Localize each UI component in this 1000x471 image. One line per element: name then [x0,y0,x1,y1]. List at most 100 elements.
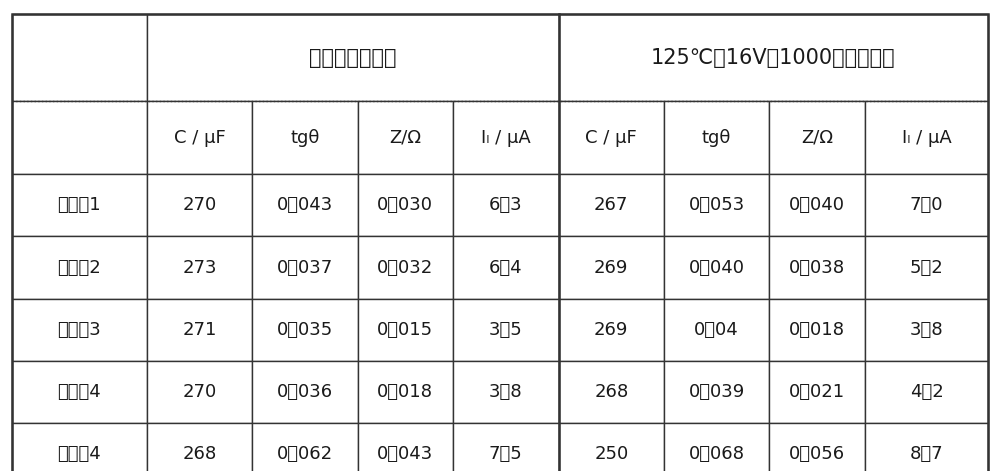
Bar [865,101,988,174]
Text: 3．5: 3．5 [489,321,523,339]
Text: 0．036: 0．036 [277,383,333,401]
Text: Iₗ / μA: Iₗ / μA [481,129,531,147]
Bar [252,101,358,174]
Bar [559,101,664,174]
Text: Iₗ / μA: Iₗ / μA [902,129,951,147]
Text: 125℃，16V，1000小时后性能: 125℃，16V，1000小时后性能 [651,48,896,68]
Bar [559,174,664,236]
Text: 0．043: 0．043 [377,445,433,463]
Bar [453,174,559,236]
Text: 268: 268 [182,445,217,463]
Text: Z/Ω: Z/Ω [801,129,833,147]
Text: 3．8: 3．8 [489,383,523,401]
Bar [12,423,147,471]
Bar [453,101,559,174]
Text: 0．037: 0．037 [277,259,333,276]
Text: 对比例4: 对比例4 [57,445,101,463]
Bar [12,14,147,101]
Bar [12,236,147,299]
Text: 0．035: 0．035 [277,321,333,339]
Text: 270: 270 [182,383,217,401]
Bar [453,236,559,299]
Text: 实施例1: 实施例1 [58,196,101,214]
Bar [358,101,453,174]
Text: 7．5: 7．5 [489,445,523,463]
Bar [559,14,988,101]
Text: 0．030: 0．030 [377,196,433,214]
Bar [664,423,769,471]
Bar [664,174,769,236]
Text: 实施例4: 实施例4 [57,383,101,401]
Text: 0．038: 0．038 [789,259,845,276]
Bar [865,236,988,299]
Bar [147,174,252,236]
Bar [865,361,988,423]
Text: 实施例3: 实施例3 [57,321,101,339]
Text: 268: 268 [594,383,628,401]
Text: 250: 250 [594,445,628,463]
Text: 0．018: 0．018 [789,321,845,339]
Text: 6．3: 6．3 [489,196,523,214]
Bar [769,361,865,423]
Text: Z/Ω: Z/Ω [389,129,421,147]
Bar [12,361,147,423]
Bar [453,299,559,361]
Bar [769,236,865,299]
Text: 0．018: 0．018 [377,383,433,401]
Bar [664,299,769,361]
Text: 0．04: 0．04 [694,321,739,339]
Bar [358,299,453,361]
Bar [559,361,664,423]
Bar [252,299,358,361]
Bar [453,423,559,471]
Bar [12,174,147,236]
Bar [12,101,147,174]
Text: 5．2: 5．2 [910,259,943,276]
Bar [865,174,988,236]
Bar [559,236,664,299]
Bar [147,14,559,101]
Text: C / μF: C / μF [174,129,225,147]
Bar [147,423,252,471]
Text: 8．7: 8．7 [910,445,943,463]
Bar [865,299,988,361]
Bar [769,423,865,471]
Text: 4．2: 4．2 [910,383,943,401]
Text: tgθ: tgθ [702,129,731,147]
Bar [358,361,453,423]
Text: 0．068: 0．068 [689,445,745,463]
Text: 273: 273 [182,259,217,276]
Text: 0．056: 0．056 [789,445,845,463]
Bar [664,101,769,174]
Bar [865,423,988,471]
Bar [147,236,252,299]
Text: 实施例2: 实施例2 [57,259,101,276]
Text: 6．4: 6．4 [489,259,523,276]
Text: 0．040: 0．040 [689,259,745,276]
Bar [769,101,865,174]
Text: 0．021: 0．021 [789,383,845,401]
Bar [453,361,559,423]
Text: 0．053: 0．053 [689,196,745,214]
Text: 269: 269 [594,321,628,339]
Bar [252,236,358,299]
Bar [559,423,664,471]
Text: C / μF: C / μF [585,129,637,147]
Bar [252,423,358,471]
Text: 0．043: 0．043 [277,196,333,214]
Text: 0．040: 0．040 [789,196,845,214]
Bar [769,174,865,236]
Text: 271: 271 [182,321,217,339]
Bar [664,236,769,299]
Text: 3．8: 3．8 [910,321,943,339]
Text: 269: 269 [594,259,628,276]
Bar [358,236,453,299]
Bar [664,361,769,423]
Text: 0．062: 0．062 [277,445,333,463]
Text: 270: 270 [182,196,217,214]
Text: 267: 267 [594,196,628,214]
Bar [252,174,358,236]
Text: tgθ: tgθ [290,129,319,147]
Bar [358,423,453,471]
Bar [559,299,664,361]
